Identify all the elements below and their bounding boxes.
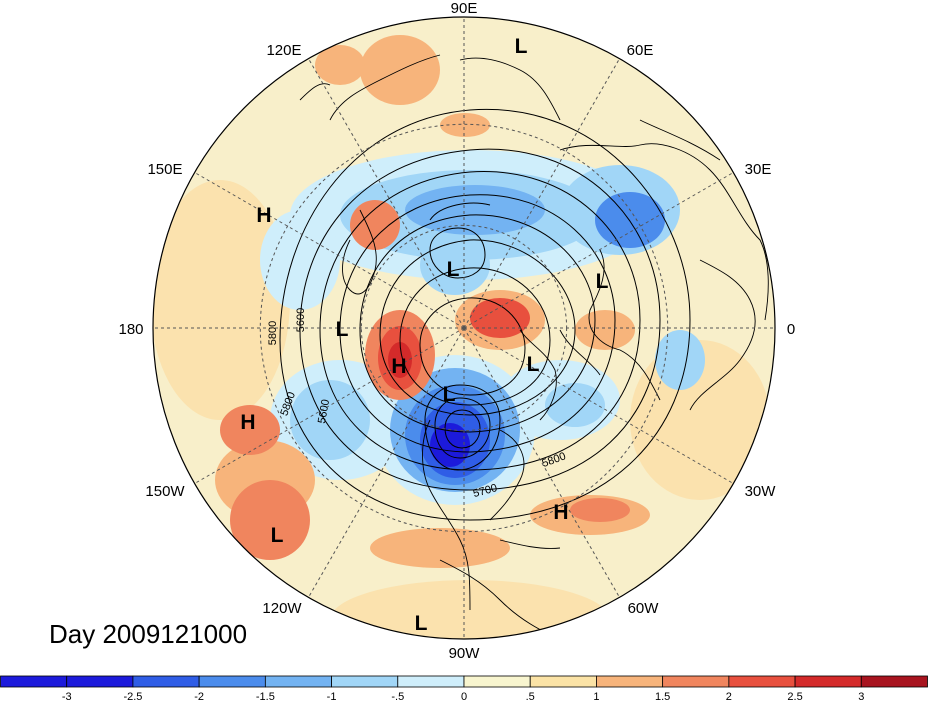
colorbar-boxes (0, 675, 928, 688)
high-center: H (240, 411, 255, 434)
coastlines (299, 54, 769, 639)
lon-label-0: 0 (787, 321, 795, 338)
colorbar-ticks: -3 -2.5 -2 -1.5 -1 -.5 0 .5 1 1.5 2 2.5 3 (62, 691, 865, 702)
polar-stereographic-map: 90E 120E 60E 150E 30E 180 0 150W 30W 120… (118, 0, 795, 662)
lon-label-120w: 120W (262, 600, 302, 617)
colorbar-tick-label: 1 (593, 691, 599, 702)
lon-label-90e: 90E (451, 0, 478, 17)
lon-label-120e: 120E (266, 42, 301, 59)
colorbar-tick-label: -.5 (391, 691, 404, 702)
meridian-line (194, 172, 465, 329)
pressure-centers: L H L L L H L H L H L L (240, 35, 608, 635)
lon-label-180: 180 (118, 321, 143, 338)
low-center: L (447, 258, 460, 281)
lon-label-60w: 60W (628, 600, 660, 617)
low-center: L (596, 270, 609, 293)
contour-label: 5600 (316, 398, 332, 424)
colorbar-box (662, 675, 730, 688)
low-center: L (336, 318, 349, 341)
colorbar: -3 -2.5 -2 -1.5 -1 -.5 0 .5 1 1.5 2 2.5 3 (0, 675, 928, 702)
colorbar-box (198, 675, 266, 688)
colorbar-tick-label: .5 (526, 691, 535, 702)
colorbar-tick-label: 0 (461, 691, 467, 702)
colorbar-box (860, 675, 928, 688)
lon-label-150e: 150E (147, 161, 182, 178)
graticule (153, 17, 775, 639)
lon-label-150w: 150W (145, 483, 185, 500)
colorbar-box (397, 675, 465, 688)
contour-label: 5600 (295, 308, 307, 332)
colorbar-tick-label: 3 (858, 691, 864, 702)
low-center: L (271, 524, 284, 547)
meridian-line (463, 327, 620, 598)
colorbar-box (132, 675, 200, 688)
colorbar-box (331, 675, 399, 688)
meridian-line (308, 327, 465, 598)
meridian-line (308, 58, 465, 329)
colorbar-box (728, 675, 796, 688)
low-center: L (415, 612, 428, 635)
colorbar-box (463, 675, 531, 688)
meridian-line (463, 58, 620, 329)
high-center: H (553, 501, 568, 524)
colorbar-box (529, 675, 597, 688)
lon-label-30e: 30E (745, 161, 772, 178)
colorbar-tick-label: 2.5 (787, 691, 802, 702)
low-center: L (443, 383, 456, 406)
colorbar-tick-label: -2.5 (123, 691, 142, 702)
colorbar-box (66, 675, 134, 688)
meridian-line (463, 172, 734, 329)
high-center: H (256, 204, 271, 227)
colorbar-box (794, 675, 862, 688)
colorbar-tick-label: -1 (327, 691, 337, 702)
high-center: H (391, 355, 406, 378)
contour-label: 5800 (267, 321, 279, 345)
colorbar-tick-label: -2 (194, 691, 204, 702)
longitude-labels: 90E 120E 60E 150E 30E 180 0 150W 30W 120… (118, 0, 795, 662)
low-center: L (515, 35, 528, 58)
colorbar-tick-label: 1.5 (655, 691, 670, 702)
meridian-line (463, 327, 734, 484)
lon-label-30w: 30W (745, 483, 777, 500)
colorbar-tick-label: -1.5 (256, 691, 275, 702)
lon-label-60e: 60E (627, 42, 654, 59)
day-label: Day 2009121000 (49, 619, 248, 649)
colorbar-box (264, 675, 332, 688)
lon-label-90w: 90W (449, 645, 481, 662)
map-boundary (152, 16, 776, 640)
map-disk (153, 17, 775, 639)
latitude-circle (259, 123, 669, 533)
meridian-line (194, 327, 465, 484)
colorbar-box (0, 675, 68, 688)
colorbar-box (596, 675, 664, 688)
colorbar-tick-label: 2 (726, 691, 732, 702)
low-center: L (527, 353, 540, 376)
colorbar-tick-label: -3 (62, 691, 72, 702)
